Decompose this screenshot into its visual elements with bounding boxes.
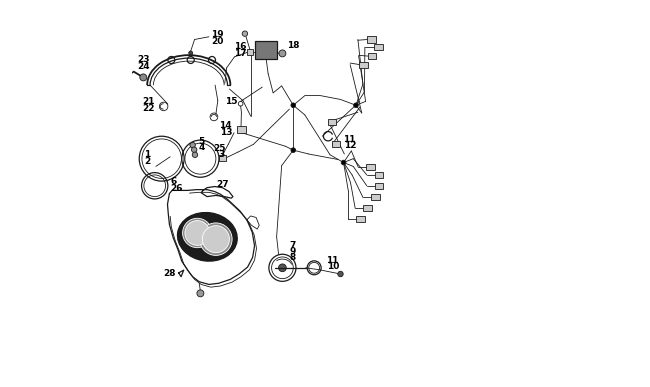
Circle shape [192, 147, 197, 152]
FancyBboxPatch shape [368, 53, 376, 59]
Text: 6: 6 [170, 177, 176, 187]
FancyBboxPatch shape [332, 141, 340, 147]
FancyBboxPatch shape [356, 216, 365, 221]
FancyBboxPatch shape [363, 205, 372, 211]
Text: 11: 11 [343, 135, 356, 144]
Circle shape [200, 223, 232, 255]
Text: 1: 1 [144, 150, 151, 159]
FancyBboxPatch shape [374, 44, 383, 50]
Circle shape [279, 50, 286, 57]
FancyBboxPatch shape [237, 126, 246, 133]
FancyBboxPatch shape [247, 49, 253, 55]
Text: 9: 9 [289, 247, 296, 256]
Text: 5: 5 [198, 137, 205, 146]
Text: 25: 25 [213, 144, 226, 153]
Text: 10: 10 [326, 262, 339, 271]
Text: 14: 14 [218, 121, 231, 130]
Text: 7: 7 [289, 241, 296, 250]
Text: 16: 16 [235, 42, 247, 51]
Circle shape [183, 218, 212, 248]
Text: 20: 20 [211, 37, 223, 46]
Text: 3: 3 [218, 150, 225, 159]
Circle shape [354, 103, 358, 108]
Text: 13: 13 [220, 128, 233, 137]
FancyBboxPatch shape [371, 194, 380, 200]
FancyBboxPatch shape [375, 172, 383, 178]
Circle shape [197, 290, 204, 297]
FancyBboxPatch shape [255, 41, 277, 59]
Text: 11: 11 [326, 255, 338, 265]
Text: 12: 12 [344, 141, 356, 151]
Text: 18: 18 [287, 41, 300, 50]
Text: 23: 23 [137, 55, 150, 65]
Circle shape [185, 221, 210, 245]
Text: 28: 28 [164, 269, 176, 279]
FancyBboxPatch shape [359, 62, 368, 68]
FancyBboxPatch shape [328, 119, 336, 125]
Text: 2: 2 [144, 157, 151, 166]
Text: 19: 19 [211, 30, 224, 39]
Text: 21: 21 [142, 97, 155, 106]
Text: 22: 22 [142, 104, 155, 113]
Circle shape [192, 152, 198, 158]
Text: 27: 27 [216, 180, 229, 189]
Circle shape [188, 51, 192, 55]
FancyBboxPatch shape [367, 36, 376, 43]
Circle shape [202, 226, 229, 253]
Circle shape [291, 148, 296, 152]
Circle shape [242, 31, 248, 36]
FancyBboxPatch shape [218, 155, 226, 161]
Text: 8: 8 [289, 253, 296, 262]
Text: 24: 24 [137, 62, 150, 71]
Ellipse shape [177, 212, 237, 261]
FancyBboxPatch shape [367, 164, 375, 170]
FancyBboxPatch shape [375, 183, 383, 188]
Circle shape [338, 271, 343, 277]
Circle shape [140, 74, 147, 81]
Text: 15: 15 [225, 97, 238, 106]
Text: 4: 4 [198, 143, 205, 152]
Text: 17: 17 [235, 48, 247, 58]
Circle shape [190, 142, 196, 148]
Circle shape [341, 160, 346, 165]
Circle shape [279, 264, 286, 272]
Text: 26: 26 [170, 184, 183, 193]
Circle shape [291, 103, 296, 108]
